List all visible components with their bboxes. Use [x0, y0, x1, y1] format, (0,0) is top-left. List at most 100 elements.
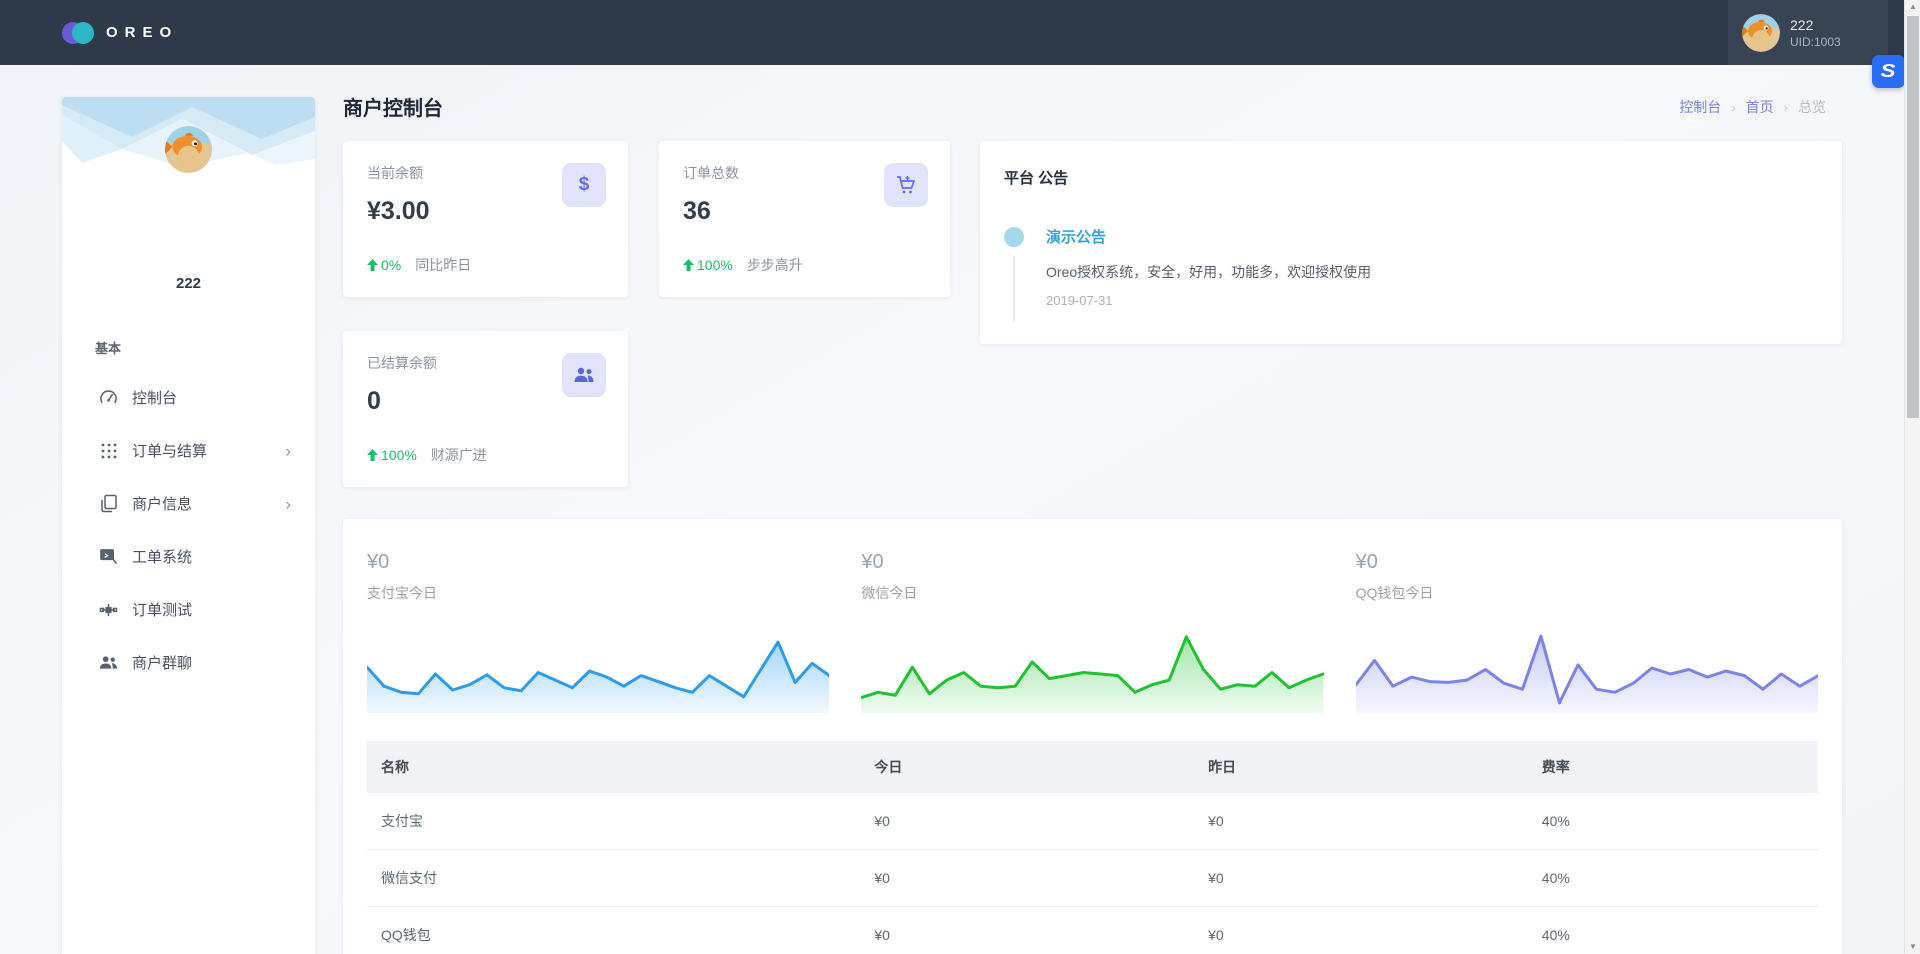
stat-card-orders: 订单总数 36 100% 步步高升 [659, 141, 950, 297]
dollar-icon: $ [562, 163, 606, 207]
cell-rate: 40% [1527, 849, 1818, 907]
col-header-name: 名称 [367, 741, 861, 793]
announcement-item: 演示公告 Oreo授权系统，安全，好用，功能多，欢迎授权使用 2019-07-3… [1004, 226, 1818, 322]
alipay-sparkline-chart [367, 640, 830, 713]
sparkline-qq: ¥0 QQ钱包今日 [1355, 551, 1818, 713]
cell-today: ¥0 [860, 849, 1195, 907]
sidebar-item-orders-settlement[interactable]: 订单与结算 › [62, 424, 315, 477]
table-row: 微信支付 ¥0 ¥0 40% [367, 849, 1818, 907]
breadcrumb-link-home[interactable]: 首页 [1745, 99, 1774, 115]
table-header-row: 名称 今日 昨日 费率 [367, 741, 1818, 793]
user-info: 222 UID:1003 [1790, 16, 1841, 50]
sidebar-item-order-test[interactable]: 订单测试 [62, 583, 315, 636]
stat-note: 步步高升 [746, 257, 803, 273]
stat-value: 36 [683, 197, 711, 225]
sparkline-value: ¥0 [1355, 551, 1378, 573]
brand-logo[interactable]: OREO [62, 21, 178, 44]
grid-dots-icon [99, 441, 118, 460]
table-row: 支付宝 ¥0 ¥0 40% [367, 793, 1818, 850]
stat-note: 财源广进 [430, 447, 487, 463]
stat-card-settled: 已结算余额 0 100% 财源广进 [343, 331, 628, 487]
col-header-today: 今日 [860, 741, 1195, 793]
chevron-right-icon: › [285, 494, 291, 513]
sidebar-item-merchant-chat[interactable]: 商户群聊 [62, 636, 315, 689]
stat-delta-value: 0% [381, 257, 402, 273]
test-network-icon [99, 600, 118, 619]
scrollbar-down-icon[interactable]: ▼ [1909, 942, 1917, 951]
breadcrumb-link-console[interactable]: 控制台 [1679, 99, 1722, 115]
profile-avatar[interactable] [165, 126, 212, 173]
page-title: 商户控制台 [343, 98, 443, 120]
sidebar-item-label: 控制台 [132, 390, 178, 407]
cell-name: 支付宝 [367, 793, 861, 850]
arrow-up-icon [367, 449, 378, 461]
sparkline-value: ¥0 [367, 551, 390, 573]
sidebar: 222 基本 控制台 [62, 97, 315, 954]
breadcrumb-separator-icon: › [1731, 99, 1736, 115]
timeline-line [1013, 256, 1015, 322]
sidebar-item-ticket-system[interactable]: 工单系统 [62, 530, 315, 583]
qq-sparkline-chart [1355, 634, 1818, 713]
sidebar-item-merchant-info[interactable]: 商户信息 › [62, 477, 315, 530]
timeline-dot-icon [1004, 227, 1024, 247]
table-row: QQ钱包 ¥0 ¥0 40% [367, 906, 1818, 954]
breadcrumb-current: 总览 [1798, 99, 1826, 115]
sidebar-item-label: 订单与结算 [132, 443, 208, 460]
stat-card-balance: 当前余额 ¥3.00 $ 0% 同比昨日 [343, 141, 628, 297]
announcement-item-title[interactable]: 演示公告 [1046, 229, 1107, 246]
stat-value: 0 [367, 387, 381, 415]
sidebar-menu: 控制台 订单与结算 › [62, 371, 315, 689]
cell-name: 微信支付 [367, 849, 861, 907]
cell-yesterday: ¥0 [1194, 906, 1528, 954]
cell-name: QQ钱包 [367, 906, 861, 954]
sparkline-value: ¥0 [861, 551, 884, 573]
announcement-panel: 平台 公告 演示公告 Oreo授权系统，安全，好用，功能多，欢迎授权使用 201… [980, 141, 1842, 344]
stat-label: 订单总数 [683, 165, 739, 181]
sparkline-alipay: ¥0 支付宝今日 [367, 551, 830, 713]
arrow-up-icon [367, 259, 378, 271]
user-avatar [1742, 13, 1780, 52]
gauge-icon [99, 388, 118, 407]
browser-scrollbar[interactable]: ▲ ▼ [1904, 0, 1920, 954]
documents-icon [99, 494, 118, 513]
payments-overview-card: ¥0 支付宝今日 ¥0 微信今日 ¥0 QQ钱包今日 名称 今日 [343, 519, 1842, 954]
sidebar-item-label: 工单系统 [132, 549, 193, 566]
cell-today: ¥0 [860, 906, 1195, 954]
top-navbar: OREO 222 UID:1003 [0, 0, 1904, 65]
col-header-yesterday: 昨日 [1194, 741, 1528, 793]
stat-delta-value: 100% [697, 257, 733, 273]
stat-value: ¥3.00 [367, 197, 430, 225]
workorder-icon [99, 547, 118, 566]
payments-table: 名称 今日 昨日 费率 支付宝 ¥0 ¥0 40% 微信支付 ¥0 ¥0 40% [367, 741, 1818, 954]
wechat-sparkline-chart [861, 635, 1324, 713]
people-icon [99, 653, 118, 672]
sidebar-item-label: 商户信息 [132, 496, 193, 513]
cell-yesterday: ¥0 [1194, 793, 1528, 850]
announcement-item-content: Oreo授权系统，安全，好用，功能多，欢迎授权使用 [1046, 264, 1372, 280]
sparkline-wechat: ¥0 微信今日 [861, 551, 1324, 713]
announcement-item-date: 2019-07-31 [1046, 293, 1113, 308]
cell-today: ¥0 [860, 793, 1195, 850]
breadcrumb-separator-icon: › [1783, 99, 1788, 115]
sidebar-item-label: 商户群聊 [132, 655, 193, 672]
cell-yesterday: ¥0 [1194, 849, 1528, 907]
scrollbar-thumb[interactable] [1907, 16, 1919, 418]
user-name: 222 [1790, 16, 1814, 33]
breadcrumb: 控制台 › 首页 › 总览 [1679, 97, 1826, 117]
col-header-rate: 费率 [1527, 741, 1818, 793]
people-icon [562, 353, 606, 397]
extension-badge-icon[interactable]: S [1872, 55, 1905, 88]
scrollbar-up-icon[interactable]: ▲ [1909, 2, 1917, 11]
brand-logo-icon [62, 21, 96, 44]
stat-delta-value: 100% [381, 447, 417, 463]
user-uid: UID:1003 [1790, 34, 1841, 49]
cell-rate: 40% [1527, 906, 1818, 954]
sparkline-label: 支付宝今日 [367, 585, 437, 601]
sparkline-row: ¥0 支付宝今日 ¥0 微信今日 ¥0 QQ钱包今日 [367, 551, 1818, 713]
sparkline-label: QQ钱包今日 [1355, 585, 1434, 601]
profile-name: 222 [175, 275, 202, 292]
sidebar-item-console[interactable]: 控制台 [62, 371, 315, 424]
navbar-user-menu[interactable]: 222 UID:1003 [1728, 0, 1888, 65]
cell-rate: 40% [1527, 793, 1818, 850]
